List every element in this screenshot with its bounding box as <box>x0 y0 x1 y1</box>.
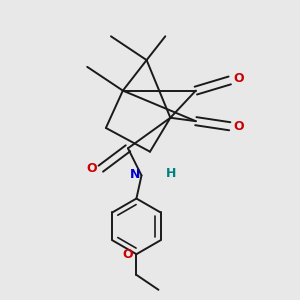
Text: N: N <box>130 168 140 181</box>
Text: O: O <box>122 248 133 261</box>
Text: O: O <box>87 162 98 175</box>
Text: O: O <box>233 120 244 133</box>
Text: H: H <box>166 167 177 180</box>
Text: O: O <box>233 72 244 85</box>
